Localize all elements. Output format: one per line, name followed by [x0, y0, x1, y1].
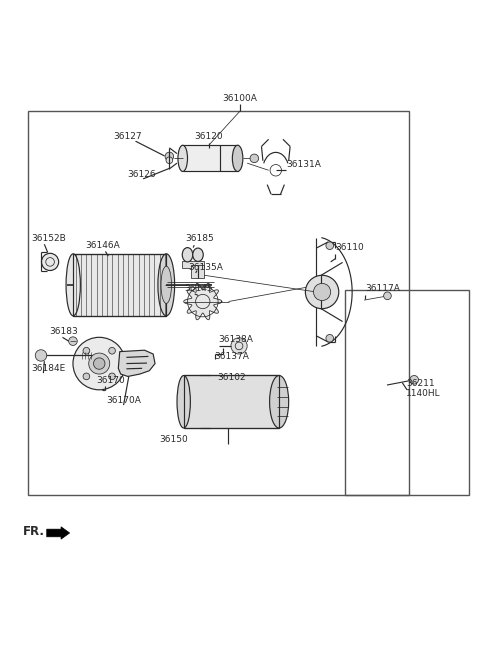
- Text: 36138A: 36138A: [218, 335, 253, 344]
- Text: 36100A: 36100A: [223, 94, 257, 103]
- Bar: [345, 289, 469, 495]
- Text: 36137A: 36137A: [215, 352, 250, 361]
- Circle shape: [313, 284, 331, 300]
- Circle shape: [108, 373, 115, 380]
- Circle shape: [89, 353, 110, 374]
- Bar: [28, 110, 409, 495]
- Ellipse shape: [270, 375, 288, 428]
- Circle shape: [166, 157, 173, 163]
- Ellipse shape: [182, 247, 193, 262]
- Text: 36146A: 36146A: [85, 242, 120, 251]
- Circle shape: [165, 152, 174, 161]
- Circle shape: [384, 292, 391, 300]
- Text: 36170: 36170: [96, 376, 125, 385]
- FancyBboxPatch shape: [184, 375, 279, 428]
- Circle shape: [41, 253, 59, 271]
- Circle shape: [69, 337, 77, 346]
- Text: 36184E: 36184E: [31, 364, 65, 373]
- Text: 36126: 36126: [127, 170, 156, 179]
- Circle shape: [250, 154, 259, 163]
- Text: 36152B: 36152B: [31, 234, 66, 243]
- Ellipse shape: [161, 266, 171, 304]
- Circle shape: [94, 358, 105, 370]
- Text: 36127: 36127: [114, 132, 142, 141]
- Polygon shape: [184, 284, 222, 320]
- Text: 36120: 36120: [195, 132, 223, 141]
- Circle shape: [35, 349, 47, 361]
- FancyBboxPatch shape: [183, 145, 238, 171]
- Circle shape: [410, 375, 419, 384]
- Ellipse shape: [177, 375, 191, 428]
- Text: 36131A: 36131A: [286, 160, 321, 169]
- Text: 36211: 36211: [406, 379, 435, 388]
- Text: 36135A: 36135A: [189, 263, 223, 272]
- Text: 36183: 36183: [49, 328, 78, 337]
- FancyBboxPatch shape: [191, 265, 204, 278]
- Text: 36110: 36110: [336, 244, 364, 253]
- Text: 36170A: 36170A: [107, 396, 141, 405]
- Text: 36145: 36145: [185, 284, 213, 293]
- Ellipse shape: [158, 254, 175, 316]
- Text: 1140HL: 1140HL: [406, 389, 441, 398]
- Circle shape: [231, 338, 247, 354]
- Circle shape: [83, 373, 90, 380]
- Ellipse shape: [232, 145, 243, 171]
- Circle shape: [108, 348, 115, 354]
- Ellipse shape: [66, 254, 80, 316]
- Polygon shape: [47, 526, 70, 539]
- Circle shape: [83, 348, 90, 354]
- Circle shape: [326, 242, 334, 249]
- Text: 36150: 36150: [160, 435, 189, 444]
- Ellipse shape: [178, 145, 188, 171]
- Text: 36185: 36185: [185, 234, 214, 243]
- FancyBboxPatch shape: [73, 254, 166, 316]
- Text: 36102: 36102: [217, 373, 246, 382]
- Text: 36117A: 36117A: [365, 284, 400, 293]
- FancyBboxPatch shape: [182, 262, 204, 268]
- Text: FR.: FR.: [23, 525, 45, 537]
- Circle shape: [305, 275, 339, 309]
- Circle shape: [73, 337, 125, 390]
- Polygon shape: [118, 350, 155, 377]
- Ellipse shape: [193, 248, 203, 262]
- Circle shape: [326, 335, 334, 342]
